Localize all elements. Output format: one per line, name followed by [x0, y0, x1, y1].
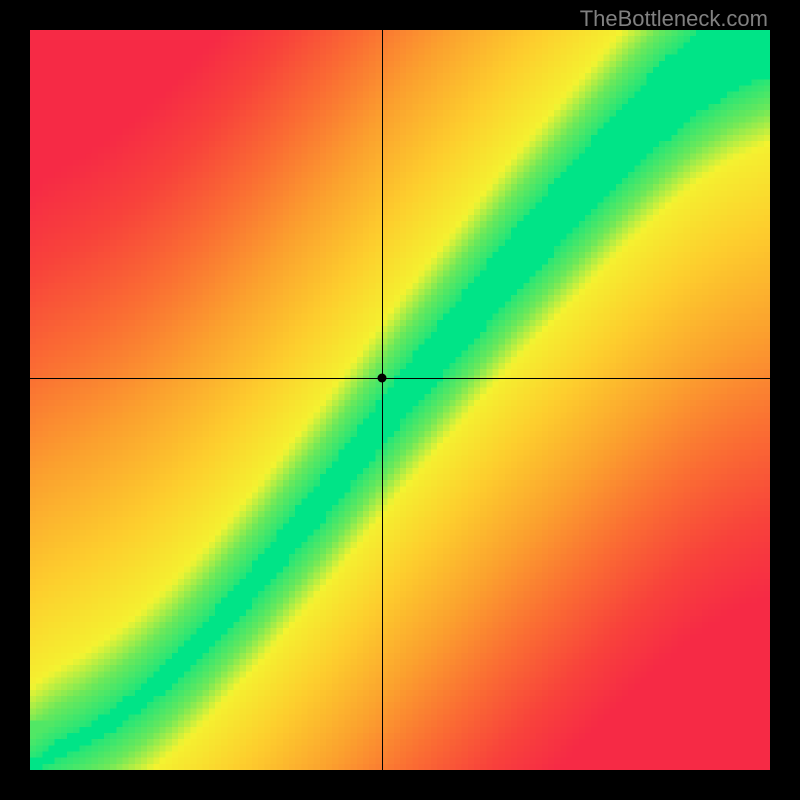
watermark-text: TheBottleneck.com — [580, 6, 768, 32]
heatmap-canvas — [30, 30, 770, 770]
plot-area — [30, 30, 770, 770]
chart-outer: TheBottleneck.com — [0, 0, 800, 800]
